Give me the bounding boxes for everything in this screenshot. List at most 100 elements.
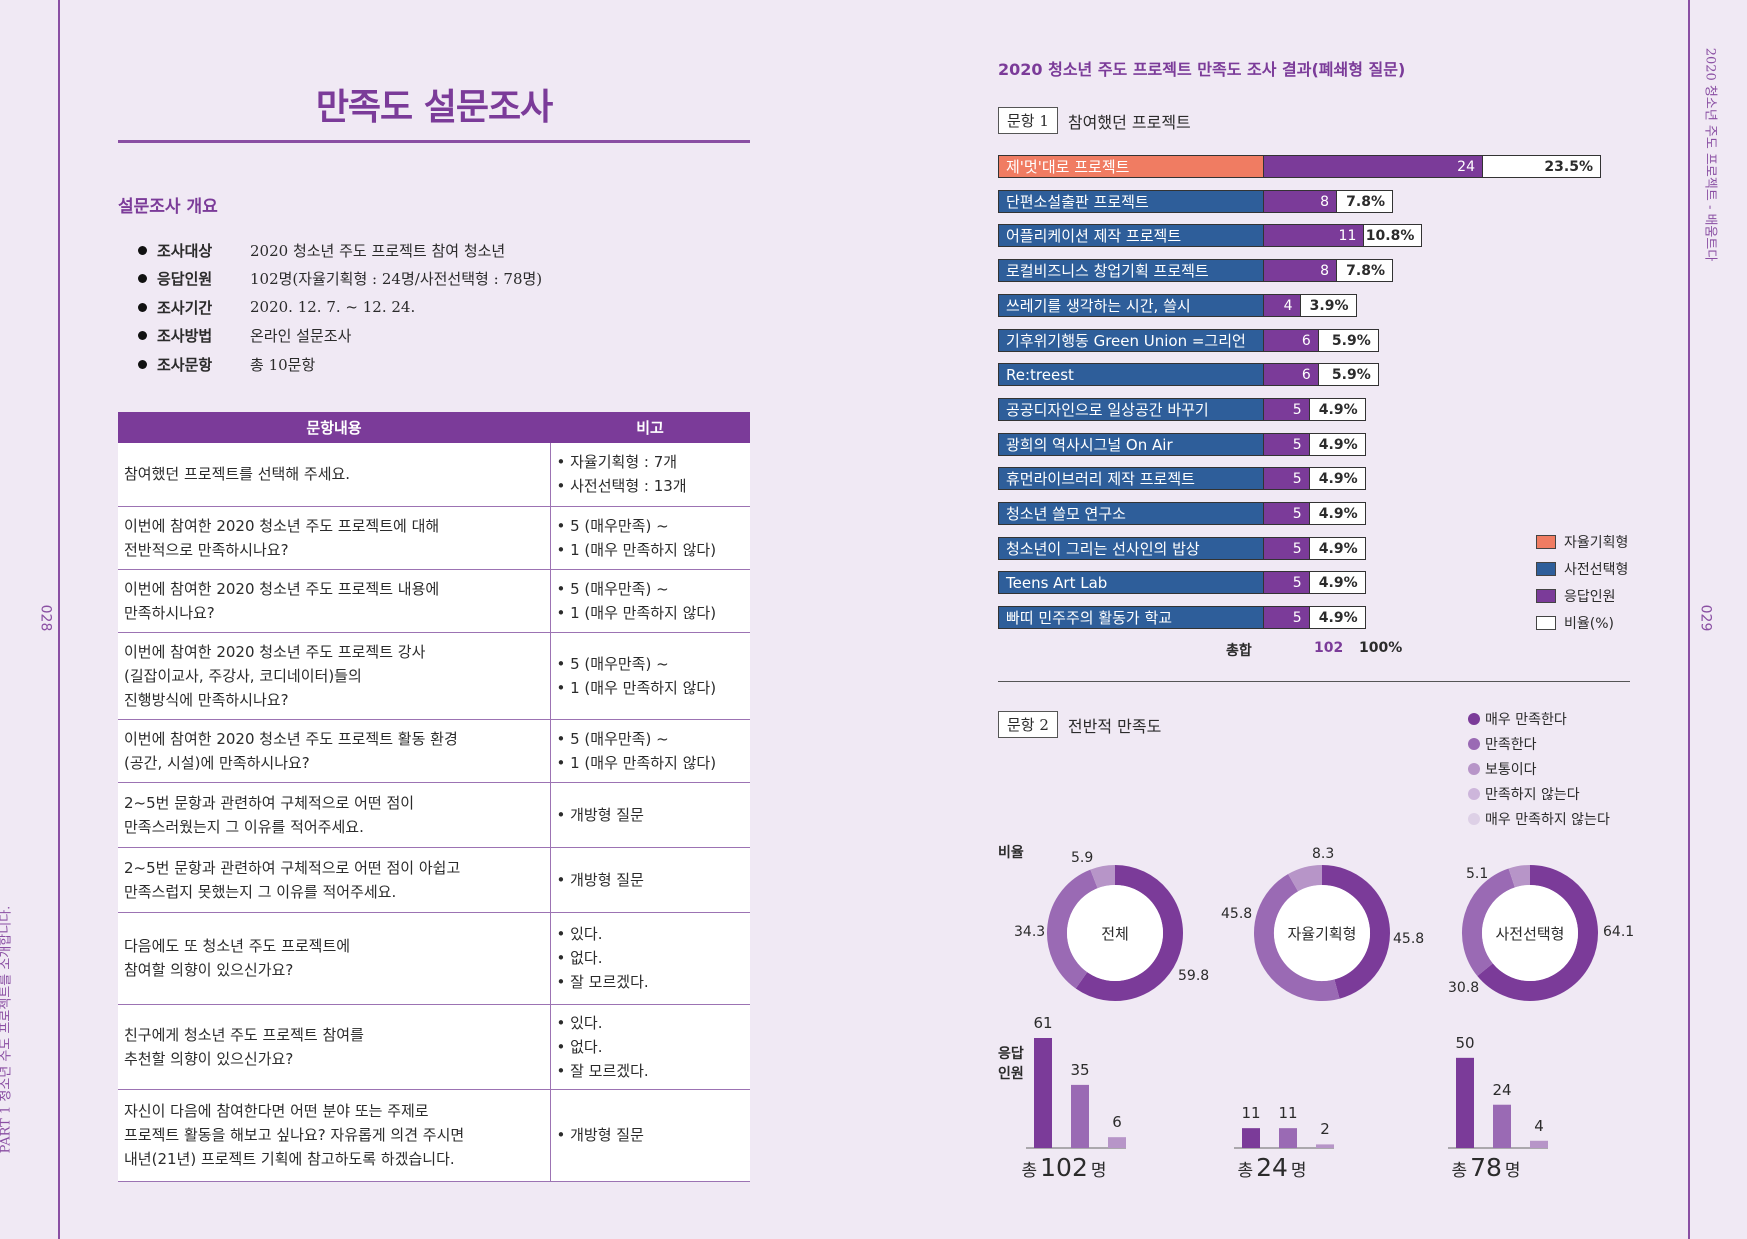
pie-legend-item: 매우 만족하지 않는다	[1468, 809, 1610, 829]
total-label: 총합	[1226, 643, 1252, 659]
question-note: • 있다. • 없다. • 잘 모르겠다.	[550, 912, 750, 1005]
bar-percent: 4.9%	[1309, 502, 1366, 525]
question-line: 만족스럽지 못했는지 그 이유를 적어주세요.	[124, 882, 397, 901]
pie-legend-item: 만족하지 않는다	[1468, 784, 1580, 804]
question-note: • 개방형 질문	[550, 782, 750, 848]
bar-count: 24	[1264, 155, 1483, 178]
overview-value: 온라인 설문조사	[250, 327, 352, 346]
legend-dot	[1468, 788, 1480, 800]
pie-legend-text: 매우 만족한다	[1485, 712, 1567, 728]
question-line: 친구에게 청소년 주도 프로젝트 참여를	[124, 1025, 364, 1044]
donut-label: 45.8	[1393, 931, 1425, 947]
question-line: 진행방식에 만족하시나요?	[124, 690, 289, 709]
question-line: 2~5번 문항과 관련하여 구체적으로 어떤 점이 아쉽고	[124, 858, 461, 877]
pie-legend-item: 만족한다	[1468, 734, 1537, 754]
note-line: • 개방형 질문	[556, 870, 644, 889]
question-text: 2~5번 문항과 관련하여 구체적으로 어떤 점이 만족스러웠는지 그 이유를 적…	[118, 782, 551, 848]
question-line: 자신이 다음에 참여한다면 어떤 분야 또는 주제로	[124, 1102, 429, 1120]
bar-label: 어플리케이션 제작 프로젝트	[998, 224, 1264, 248]
donut-label: 8.3	[1312, 846, 1335, 862]
question-line: 참여할 의향이 있으신가요?	[124, 961, 294, 979]
donut-center-label: 사전선택형	[1495, 925, 1565, 943]
legend-text: 자율기획형	[1564, 535, 1629, 551]
overview-list: 조사대상 2020 청소년 주도 프로젝트 참여 청소년 응답인원 102명(자율기획…	[138, 236, 738, 379]
total-value: 102	[1314, 640, 1344, 656]
legend-item: 응답인원	[1536, 586, 1616, 606]
question-line: 프로젝트 활동을 해보고 싶나요? 자유롭게 의견 주시면	[124, 1126, 465, 1144]
pie-legend-text: 만족하지 않는다	[1485, 787, 1580, 803]
bar-label: Re:treest	[998, 363, 1264, 387]
question-line: 2~5번 문항과 관련하여 구체적으로 어떤 점이	[124, 793, 415, 812]
bullet-icon	[138, 359, 147, 369]
note-line: • 5 (매우만족) ~	[556, 654, 669, 673]
bar-label: 쓰레기를 생각하는 시간, 쓸시	[998, 293, 1264, 317]
note-line: • 잘 모르겠다.	[556, 973, 649, 991]
question-text: 이번에 참여한 2020 청소년 주도 프로젝트 활동 환경 (공간, 시설)에 …	[118, 719, 551, 783]
question-table: 문항내용 비고 참여했던 프로젝트를 선택해 주세요. • 자율기획형 : 7개 •…	[118, 412, 750, 1182]
question-note: • 5 (매우만족) ~ • 1 (매우 만족하지 않다)	[550, 569, 750, 633]
count-label: 11	[1241, 1104, 1261, 1123]
table-row: 이번에 참여한 2020 청소년 주도 프로젝트 강사 (길잡이교사, 주강사, …	[118, 632, 750, 720]
donut-center-label: 전체	[1101, 925, 1129, 943]
count-label: 6	[1112, 1113, 1122, 1132]
legend-swatch	[1536, 616, 1556, 630]
title-rule	[118, 140, 750, 143]
pie-legend-item: 매우 만족한다	[1468, 709, 1567, 729]
question-text: 참여했던 프로젝트를 선택해 주세요.	[118, 443, 551, 507]
legend-swatch	[1536, 589, 1556, 603]
overview-key: 응답인원	[157, 270, 213, 289]
table-row: 2~5번 문항과 관련하여 구체적으로 어떤 점이 만족스러웠는지 그 이유를 적…	[118, 782, 750, 848]
note-line: • 1 (매우 만족하지 않다)	[556, 678, 717, 697]
pie-legend-text: 보통이다	[1485, 762, 1537, 778]
note-line: • 5 (매우만족) ~	[556, 516, 669, 535]
donut-slice	[1508, 865, 1531, 888]
table-row: 친구에게 청소년 주도 프로젝트 참여를 추천할 의향이 있으신가요? • 있다. •…	[118, 1004, 750, 1090]
question-line: (공간, 시설)에 만족하시나요?	[124, 753, 310, 772]
donut-label: 5.1	[1466, 866, 1489, 882]
donut-slice	[1075, 865, 1183, 1001]
question-line: (길잡이교사, 주강사, 코디네이터)들의	[124, 666, 362, 685]
legend-dot	[1468, 738, 1480, 750]
bar-label: 기후위기행동 Green Union =그리언	[998, 328, 1264, 352]
total-prefix: 총	[1451, 1161, 1468, 1181]
bar-label: 공공디자인으로 일상공간 바꾸기	[998, 397, 1264, 421]
total-prefix: 총	[1021, 1161, 1038, 1181]
legend-swatch	[1536, 562, 1556, 576]
note-line: • 5 (매우만족) ~	[556, 579, 669, 598]
bar-percent: 23.5%	[1483, 155, 1601, 178]
q2-label: 전반적 만족도	[1067, 716, 1162, 736]
overview-item: 조사방법 온라인 설문조사	[138, 322, 738, 351]
donut-center	[1274, 885, 1370, 981]
note-line: • 없다.	[556, 1037, 603, 1056]
donut-slice	[1321, 865, 1390, 999]
question-note: • 개방형 질문	[550, 847, 750, 913]
count-label: 50	[1455, 1033, 1475, 1052]
overview-item: 조사기간 2020. 12. 7. ~ 12. 24.	[138, 293, 738, 322]
donut-slice	[1462, 868, 1516, 977]
note-line: • 1 (매우 만족하지 않다)	[556, 753, 717, 772]
count-bar	[1493, 1104, 1511, 1148]
legend-swatch	[1536, 535, 1556, 549]
note-line: • 있다.	[556, 925, 603, 943]
question-text: 이번에 참여한 2020 청소년 주도 프로젝트에 대해 전반적으로 만족하시나요…	[118, 506, 551, 570]
table-row: 다음에도 또 청소년 주도 프로젝트에 참여할 의향이 있으신가요? • 있다. • …	[118, 912, 750, 1005]
donut-slice	[1288, 865, 1323, 892]
bar-count: 5	[1264, 397, 1310, 421]
note-line: • 1 (매우 만족하지 않다)	[556, 540, 717, 559]
note-line: • 없다.	[556, 949, 603, 967]
q2-box: 문항 2	[998, 711, 1058, 738]
legend-dot	[1468, 763, 1480, 775]
donut-label: 59.8	[1178, 968, 1210, 984]
question-note: • 자율기획형 : 7개 • 사전선택형 : 13개	[550, 443, 750, 507]
bar-percent: 4.9%	[1309, 571, 1366, 595]
group-total: 총 102 명	[1022, 1153, 1107, 1182]
pie-legend-text: 매우 만족하지 않는다	[1485, 812, 1610, 828]
total-percent: 100%	[1359, 640, 1403, 656]
question-note: • 5 (매우만족) ~ • 1 (매우 만족하지 않다)	[550, 506, 750, 570]
bar-percent: 4.9%	[1309, 536, 1366, 560]
bar-count: 5	[1264, 467, 1310, 491]
q2-heading: 문항 2 전반적 만족도	[998, 711, 1161, 738]
